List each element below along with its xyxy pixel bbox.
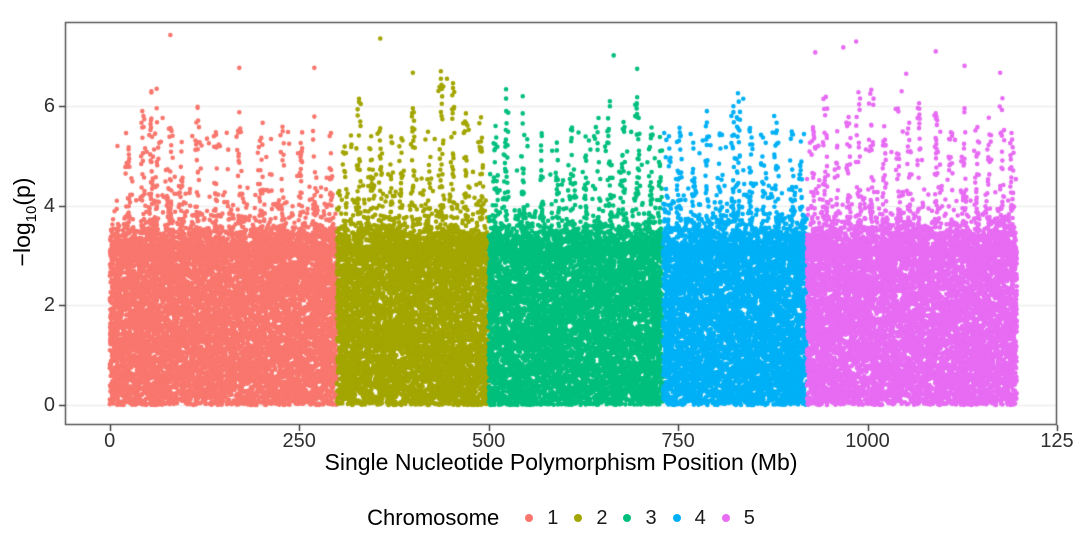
legend-entry-1: 1: [525, 508, 558, 528]
legend-entry-2: 2: [574, 508, 607, 528]
legend-point-icon: [721, 514, 730, 522]
legend-entry-3: 3: [623, 507, 657, 529]
y-tick-label-0: 0: [43, 394, 55, 417]
y-axis-title: −log10(p): [9, 177, 40, 267]
legend-entry-label: 3: [645, 507, 657, 529]
legend-point-icon: [574, 514, 583, 522]
legend-point-icon: [672, 514, 681, 522]
x-tick-label-0: 0: [104, 430, 116, 452]
y-axis-title-sub: 10: [22, 205, 40, 223]
x-tick-label-750: 750: [661, 430, 695, 452]
legend-entry-label: 4: [694, 507, 706, 529]
y-tick-label-2: 2: [43, 294, 55, 317]
x-tick-label-1250: 125: [1040, 430, 1074, 452]
y-tick-label-6: 6: [43, 95, 55, 118]
legend-title: Chromosome: [367, 505, 500, 530]
legend-entry-4: 4: [672, 507, 706, 529]
x-axis-title: Single Nucleotide Polymorphism Position …: [324, 449, 798, 475]
legend-point-icon: [525, 514, 534, 522]
legend: Chromosome 1 2 3 4 5: [65, 503, 1057, 533]
x-tick-label-1000: 1000: [845, 430, 890, 452]
y-tick-label-4: 4: [43, 194, 55, 217]
legend-entry-label: 5: [743, 507, 755, 529]
legend-point-icon: [623, 514, 632, 522]
y-axis-title-pre: −log: [9, 222, 36, 267]
legend-entry-5: 5: [721, 507, 755, 529]
x-tick-label-500: 500: [471, 430, 506, 452]
legend-entry-label: 2: [596, 507, 608, 529]
x-tick-label-250: 250: [282, 430, 316, 452]
y-axis-title-post: (p): [9, 177, 36, 206]
legend-entry-label: 1: [547, 507, 559, 529]
